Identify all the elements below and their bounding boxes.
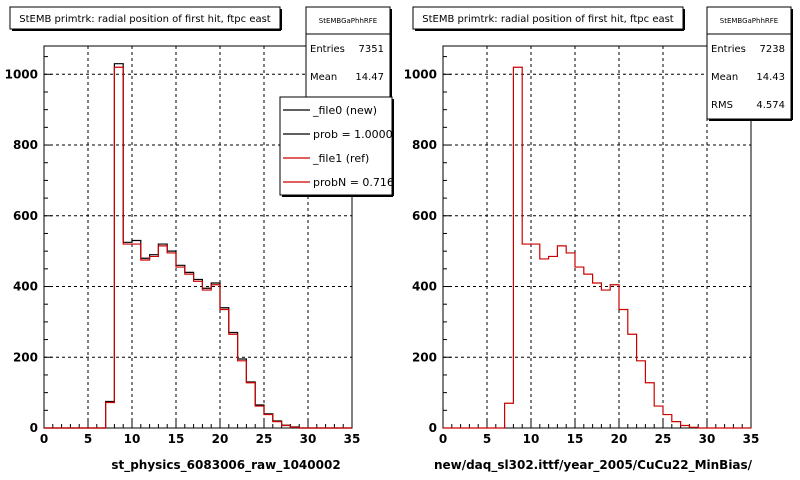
y-tick-label: 600 xyxy=(412,209,437,223)
x-tick-label: 20 xyxy=(212,432,229,446)
chart-title: StEMB primtrk: radial position of first … xyxy=(19,14,271,25)
stats-box xyxy=(706,6,792,120)
x-tick-label: 15 xyxy=(168,432,185,446)
chart-2: 0 5 10 15 20 25 30 35 0 200 400 600 800 1000 new/daq_s… xyxy=(404,6,793,473)
x-axis-label: new/daq_sl302.ittf/year_2005/CuCu22_MinB… xyxy=(434,458,753,473)
legend-label: probN = 0.716913 xyxy=(313,176,415,189)
stats-header: StEMBGaPhhRFE xyxy=(319,17,377,25)
y-tick-label: 800 xyxy=(13,138,38,152)
y-tick-label: 400 xyxy=(412,280,437,294)
x-tick-label: 30 xyxy=(300,432,317,446)
stats-header: StEMBGaPhhRFE xyxy=(720,17,778,25)
stats-value: 14.47 xyxy=(355,72,384,83)
stats-label: Entries xyxy=(310,44,345,55)
stats-value: 7351 xyxy=(359,44,384,55)
chart-1: 0 5 10 15 20 25 30 35 0 200 400 600 800 1000 st_physic… xyxy=(5,6,415,473)
legend-label: _file1 (ref) xyxy=(312,152,369,165)
stats-value: 14.43 xyxy=(756,72,785,83)
legend-entries: _file0 (new) prob = 1.000000 _file1 (ref) p… xyxy=(283,104,415,189)
x-tick-label: 35 xyxy=(344,432,361,446)
y-tick-label: 0 xyxy=(30,421,38,435)
y-tick-label: 1000 xyxy=(404,67,437,81)
y-tick-label: 800 xyxy=(412,138,437,152)
x-tick-label: 20 xyxy=(611,432,628,446)
x-tick-label: 10 xyxy=(523,432,540,446)
x-tick-label: 10 xyxy=(124,432,141,446)
legend-label: _file0 (new) xyxy=(312,104,377,117)
x-tick-label: 30 xyxy=(699,432,716,446)
histogram-series-1 xyxy=(443,66,751,429)
histogram-series-2 xyxy=(44,66,352,429)
x-tick-label: 35 xyxy=(743,432,760,446)
stats-label: Mean xyxy=(310,72,337,83)
stats-value: 7238 xyxy=(760,44,785,55)
x-axis-label: st_physics_6083006_raw_1040002 xyxy=(111,458,340,473)
y-tick-label: 0 xyxy=(429,421,437,435)
x-tick-label: 25 xyxy=(655,432,672,446)
x-tick-label: 5 xyxy=(84,432,92,446)
legend-label: prob = 1.000000 xyxy=(313,128,407,141)
x-tick-label: 15 xyxy=(567,432,584,446)
x-tick-label: 0 xyxy=(40,432,48,446)
stats-label: Entries xyxy=(711,44,746,55)
stats-label: RMS xyxy=(711,100,733,111)
stats-value: 4.574 xyxy=(756,100,785,111)
stats-label: Mean xyxy=(711,72,738,83)
y-tick-label: 200 xyxy=(13,350,38,364)
y-tick-label: 400 xyxy=(13,280,38,294)
legend-box xyxy=(279,96,393,196)
stats-box xyxy=(305,6,391,106)
x-tick-label: 5 xyxy=(483,432,491,446)
y-tick-label: 1000 xyxy=(5,67,38,81)
y-tick-label: 600 xyxy=(13,209,38,223)
x-tick-label: 25 xyxy=(256,432,273,446)
chart-title: StEMB primtrk: radial position of first … xyxy=(422,14,674,25)
y-tick-label: 200 xyxy=(412,350,437,364)
x-tick-label: 0 xyxy=(439,432,447,446)
plot-frame xyxy=(442,45,752,429)
